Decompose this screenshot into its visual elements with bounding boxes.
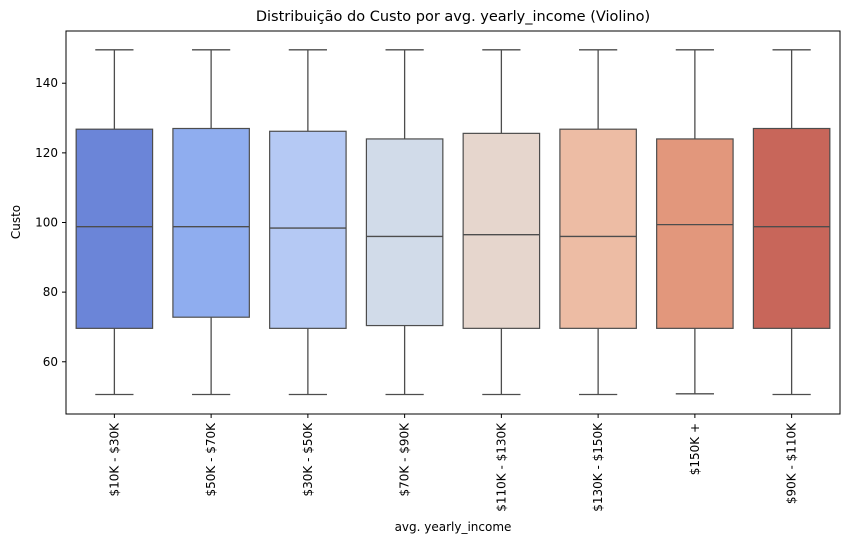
- x-tick-label: $130K - $150K: [591, 422, 605, 512]
- iqr-box: [172, 127, 250, 318]
- iqr-box: [75, 128, 154, 329]
- chart-title: Distribuição do Custo por avg. yearly_in…: [256, 9, 650, 25]
- x-tick-label: $110K - $130K: [494, 422, 508, 512]
- box-group: [752, 49, 831, 396]
- x-tick-label: $70K - $90K: [398, 422, 412, 497]
- y-tick-label: 60: [43, 355, 58, 369]
- y-tick-label: 140: [35, 76, 58, 90]
- box-group: [656, 49, 734, 395]
- box-group: [269, 49, 347, 396]
- x-tick-label: $150K +: [688, 423, 702, 475]
- iqr-box: [269, 130, 347, 329]
- plot-frame: [65, 30, 841, 415]
- box-group: [75, 49, 154, 396]
- box-group: [462, 49, 541, 396]
- iqr-box: [462, 132, 541, 329]
- box-group: [365, 49, 444, 396]
- y-axis-label: Custo: [9, 205, 23, 239]
- box-group: [172, 49, 250, 396]
- x-tick-label: $50K - $70K: [204, 422, 218, 497]
- iqr-box: [559, 128, 637, 329]
- x-tick-label: $10K - $30K: [107, 422, 121, 497]
- y-tick-label: 120: [35, 146, 58, 160]
- y-axis: 60 80 100 120 140: [35, 76, 66, 369]
- x-axis: $10K - $30K $50K - $70K $30K - $50K $70K - …: [107, 414, 799, 512]
- iqr-box: [365, 138, 444, 327]
- iqr-box: [752, 127, 831, 329]
- x-tick-label: $90K - $110K: [785, 422, 799, 504]
- box-series: [75, 49, 831, 396]
- iqr-box: [656, 138, 734, 329]
- y-tick-label: 80: [43, 285, 58, 299]
- x-tick-label: $30K - $50K: [301, 422, 315, 497]
- box-group: [559, 49, 637, 396]
- x-axis-label: avg. yearly_income: [395, 520, 512, 534]
- y-tick-label: 100: [35, 216, 58, 230]
